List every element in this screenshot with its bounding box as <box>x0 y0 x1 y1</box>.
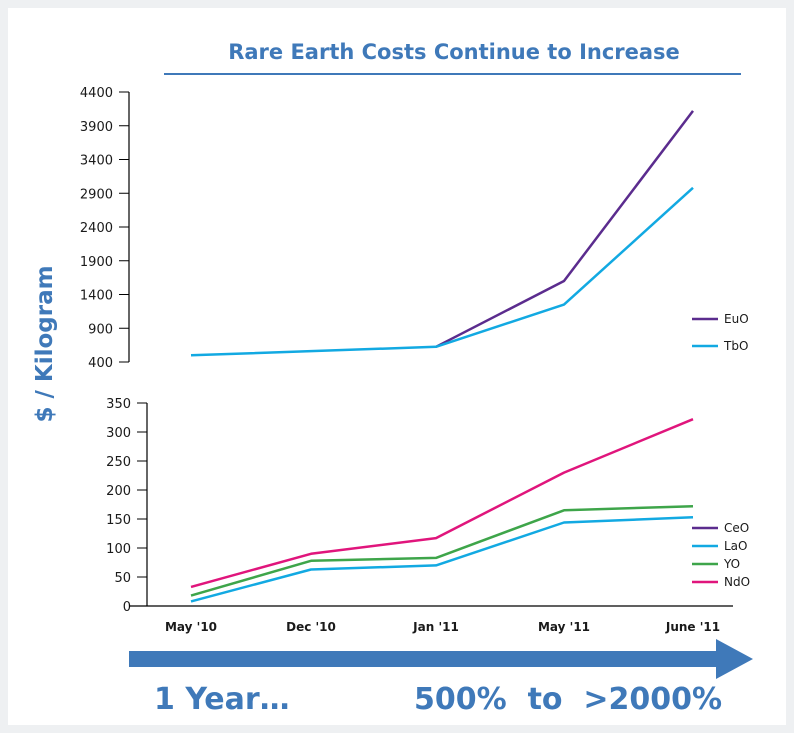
legend-label: CeO <box>724 521 749 535</box>
x-tick-label: June '11 <box>665 620 720 634</box>
bottom-text-left: 1 Year… <box>154 682 290 717</box>
legend-item-ndo: NdO <box>692 575 750 589</box>
legend-label: YO <box>723 557 740 571</box>
rare-earth-chart: Rare Earth Costs Continue to Increase $ … <box>32 40 753 717</box>
legend-item-lao: LaO <box>692 539 747 553</box>
arrow-head <box>716 639 753 679</box>
chart-title: Rare Earth Costs Continue to Increase <box>228 40 680 64</box>
upper-y-tick-label: 3400 <box>80 154 113 169</box>
upper-y-tick-label: 2400 <box>80 221 113 236</box>
upper-y-tick-label: 900 <box>88 322 113 337</box>
legend-item-tbo: TbO <box>692 339 748 353</box>
legend-label: LaO <box>724 539 747 553</box>
lower-y-tick-label: 300 <box>106 426 131 441</box>
chart-canvas: Rare Earth Costs Continue to Increase $ … <box>8 8 786 725</box>
x-axis: May '10 Dec '10 Jan '11 May '11 June '11 <box>129 605 733 634</box>
arrow-shaft <box>129 651 719 667</box>
upper-y-tick-label: 1400 <box>80 289 113 304</box>
y-axis-label: $ / Kilogram <box>32 265 58 422</box>
legend-label: NdO <box>724 575 750 589</box>
series-line-yo <box>190 504 694 597</box>
upper-y-tick-label: 2900 <box>80 187 113 202</box>
lower-y-tick-label: 200 <box>106 484 131 499</box>
upper-axis: 4400 3900 3400 2900 2400 1900 1400 900 400 <box>80 86 130 371</box>
legend-item-ceo: CeO <box>692 521 749 535</box>
x-tick-label: May '11 <box>538 620 590 634</box>
lower-y-tick-label: 0 <box>123 600 131 615</box>
upper-y-tick-label: 4400 <box>80 86 113 101</box>
lower-y-tick-label: 350 <box>106 397 131 412</box>
upper-y-tick-label: 3900 <box>80 120 113 135</box>
lower-y-tick-label: 150 <box>106 513 131 528</box>
lower-y-tick-label: 100 <box>106 542 131 557</box>
series-line-ndo <box>190 418 694 589</box>
legend-label: EuO <box>724 312 749 326</box>
upper-y-tick-label: 400 <box>88 356 113 371</box>
lower-y-tick-label: 50 <box>114 571 131 586</box>
series-line-tbo <box>190 186 694 357</box>
x-tick-label: Jan '11 <box>412 620 459 634</box>
series-line-lao <box>190 516 694 603</box>
bottom-text-right: 500% to >2000% <box>414 682 722 717</box>
legend-label: TbO <box>723 339 748 353</box>
series-line-euo <box>435 110 694 348</box>
upper-y-tick-label: 1900 <box>80 255 113 270</box>
x-tick-label: Dec '10 <box>286 620 336 634</box>
legend-item-euo: EuO <box>692 312 749 326</box>
legend-item-yo: YO <box>692 557 740 571</box>
x-tick-label: May '10 <box>165 620 217 634</box>
lower-y-tick-label: 250 <box>106 455 131 470</box>
lower-axis: 350 300 250 200 150 100 50 0 <box>106 397 148 615</box>
timeline-arrow <box>129 639 753 679</box>
